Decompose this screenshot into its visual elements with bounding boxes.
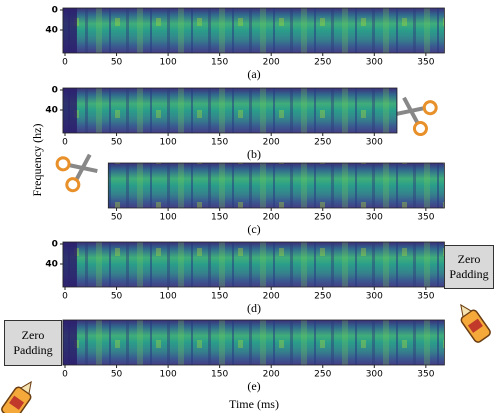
x-tick-label: 50	[111, 138, 123, 148]
x-tick-label: 150	[211, 213, 228, 223]
y-axis-label: Frequency (hz)	[30, 124, 44, 197]
zero-padding-label: Zero Padding	[4, 320, 62, 366]
x-tick-label: 200	[263, 370, 280, 380]
glue-icon	[460, 303, 491, 343]
y-tick-label: 40	[45, 26, 58, 36]
x-tick-label: 150	[211, 58, 228, 68]
x-tick-label: 50	[111, 370, 123, 380]
spectrogram-texture	[62, 320, 445, 365]
y-tick-label: 0	[52, 86, 58, 96]
y-tick-label: 0	[52, 240, 58, 250]
x-tick-label: 200	[263, 292, 280, 302]
x-tick-label: 250	[314, 292, 331, 302]
x-tick-label: 350	[417, 370, 434, 380]
x-tick-label: 250	[314, 58, 331, 68]
panel-caption: (e)	[247, 379, 260, 393]
x-tick-label: 300	[366, 292, 383, 302]
spectrogram-onset	[62, 320, 77, 365]
panel-caption: (c)	[247, 222, 260, 236]
x-tick-label: 250	[314, 138, 331, 148]
x-tick-label: 50	[111, 58, 123, 68]
x-tick-label: 150	[211, 370, 228, 380]
panel-caption: (a)	[247, 67, 260, 81]
plot-frame	[107, 162, 445, 209]
plot-frame	[62, 319, 445, 366]
x-axis-label: Time (ms)	[229, 397, 279, 411]
x-tick-label: 50	[111, 292, 123, 302]
glue-icon	[1, 380, 32, 413]
x-tick-label: 100	[160, 370, 177, 380]
x-tick-label: 100	[160, 213, 177, 223]
x-tick-label: 300	[366, 138, 383, 148]
x-tick-label: 100	[160, 138, 177, 148]
x-tick-label: 300	[366, 370, 383, 380]
scissors-icon	[55, 153, 98, 193]
x-tick-label: 350	[417, 292, 434, 302]
y-tick-label: 40	[45, 260, 58, 270]
spectrogram-texture	[62, 8, 445, 53]
x-tick-label: 0	[62, 292, 68, 302]
x-tick-label: 250	[314, 370, 331, 380]
y-tick-label: 0	[52, 6, 58, 16]
spectrogram-texture	[108, 163, 445, 208]
x-tick-label: 100	[160, 292, 177, 302]
x-tick-label: 0	[62, 58, 68, 68]
panel-caption: (b)	[247, 147, 261, 161]
x-tick-label: 300	[366, 58, 383, 68]
x-tick-label: 200	[263, 58, 280, 68]
spectrogram-onset	[62, 8, 77, 53]
x-tick-label: 350	[417, 58, 434, 68]
spectrogram-onset	[62, 242, 77, 287]
x-tick-label: 0	[62, 370, 68, 380]
panel-caption: (d)	[247, 301, 261, 315]
x-tick-label: 200	[263, 138, 280, 148]
x-tick-label: 200	[263, 213, 280, 223]
spectrogram-texture	[62, 88, 397, 133]
y-tick-label: 40	[45, 106, 58, 116]
x-tick-label: 100	[160, 58, 177, 68]
spectrogram-onset	[62, 88, 77, 133]
x-tick-label: 300	[366, 213, 383, 223]
x-tick-label: 0	[62, 138, 68, 148]
zero-padding-label: Zero Padding	[444, 245, 494, 289]
spectrogram-texture	[62, 242, 445, 287]
x-tick-label: 350	[417, 213, 434, 223]
x-tick-label: 150	[211, 292, 228, 302]
x-tick-label: 150	[211, 138, 228, 148]
x-tick-label: 250	[314, 213, 331, 223]
x-tick-label: 50	[111, 213, 123, 223]
scissors-icon	[395, 96, 438, 137]
